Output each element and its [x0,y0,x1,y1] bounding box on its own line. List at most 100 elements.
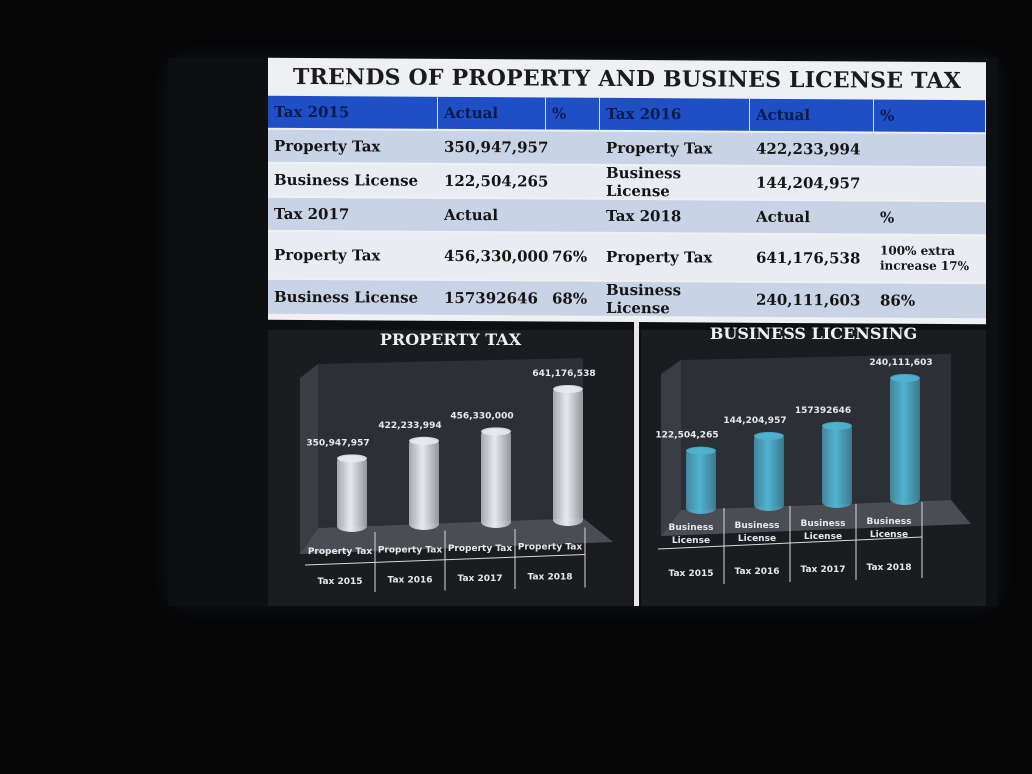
table-cell: Actual [756,207,811,227]
bar-cap [553,385,583,393]
table-row: Business License 157392646 68% Business … [268,279,986,319]
data-label: 157392646 [795,406,851,416]
category-label-top: Business [735,521,780,531]
bar [409,437,439,530]
category-row-divider [304,554,586,566]
bar-cap [686,446,716,455]
table-row: Business License 122,504,265 Business Li… [268,163,986,201]
table-cell: 86% [880,291,916,310]
category-label-top: Property Tax [378,546,443,556]
table-cell: Property Tax [606,247,713,267]
bar-cap [481,427,511,436]
chart-floor [300,518,613,554]
tax-table: TRENDS OF PROPERTY AND BUSINES LICENSE T… [268,57,986,325]
table-cell [874,134,986,167]
category-row-divider [657,536,923,550]
bar [337,455,367,532]
category-label: Tax 2017 [800,565,845,575]
presentation-screen: TRENDS OF PROPERTY AND BUSINES LICENSE T… [168,57,998,606]
category-label-top: Property Tax [308,547,373,557]
table-cell: Business License [274,170,419,190]
table-cell: Tax 2018 [606,206,682,226]
table-cell: Tax 2017 [274,204,350,224]
table-cell: Business License [606,280,682,318]
chart-floor [661,500,971,536]
table-cell: 456,330,000 [444,246,549,266]
chart-back-wall [318,358,583,528]
data-label: 122,504,265 [655,431,718,441]
header-cell: Tax 2015 [268,95,438,129]
data-label: 144,204,957 [723,416,786,426]
category-label: Tax 2016 [734,567,779,577]
category-label: Tax 2015 [317,577,362,587]
table-cell: Business License [606,163,682,201]
table-cell: 68% [552,289,588,308]
header-cell: Actual [750,98,874,132]
table-cell [874,168,986,201]
category-label-top: Business [867,517,912,527]
category-label: Tax 2015 [668,569,713,579]
table-cell: Property Tax [606,138,713,158]
table-cell: % [880,208,895,227]
table-cell: 350,947,957 [444,137,549,157]
business-licensing-chart: BUSINESS LICENSING 122,504,265 Business Li… [641,324,986,606]
category-label-top: Business [801,519,846,529]
category-label-top: Property Tax [518,543,583,553]
table-cell: 144,204,957 [756,173,861,193]
bar-cap [754,431,784,440]
category-label-top: License [672,536,710,546]
chart-side-wall [300,364,318,554]
table-cell: Property Tax [274,136,381,156]
bar [481,428,511,528]
category-label-top: License [804,532,842,542]
business-licensing-chart-svg: 122,504,265 Business License Tax 2015 144,20… [655,354,971,584]
bar-cap [822,421,852,430]
table-row: Property Tax 456,330,000 76% Property Ta… [268,231,986,283]
table-cell: 157392646 [444,288,538,308]
table-row: Tax 2017 Actual Tax 2018 Actual % [268,197,986,235]
category-label-top: License [738,534,776,544]
data-label: 240,111,603 [869,358,932,368]
header-cell: % [546,97,600,130]
bar-cap [337,454,367,463]
table-cell: 122,504,265 [444,171,549,191]
bar [822,422,852,508]
property-tax-chart-svg: 350,947,957 Property Tax Tax 2015 422,233,9… [300,358,613,592]
category-label: Tax 2017 [457,574,502,584]
table-cell: Property Tax [274,245,381,265]
category-label: Tax 2018 [866,563,911,573]
table-cell: Business License [274,287,419,307]
header-cell: % [874,99,986,133]
table-cell: 240,111,603 [756,290,861,310]
table-cell: 641,176,538 [756,248,861,268]
data-label: 456,330,000 [450,411,513,421]
bar [754,432,784,511]
panel-divider [634,320,639,606]
chart-back-wall [681,354,951,510]
table-cell: 76% [552,247,588,266]
bar [686,447,716,514]
table-cell: Actual [444,205,499,225]
chart-title: PROPERTY TAX [379,330,522,349]
table-cell [546,200,600,232]
bar [553,386,583,526]
data-label: 422,233,994 [378,421,441,431]
table-cell: 100% extra increase 17% [880,243,969,274]
data-label: 641,176,538 [532,369,595,379]
bar-cap [409,436,439,445]
chart-title: BUSINESS LICENSING [709,324,918,343]
property-tax-chart: PROPERTY TAX 350,947,957 Property Tax Tax … [268,330,633,606]
category-label: Tax 2018 [527,573,572,583]
category-label-top: Property Tax [448,544,513,554]
category-label: Tax 2016 [387,576,432,586]
data-label: 350,947,957 [306,438,369,448]
chart-side-wall [661,360,681,536]
header-cell: Tax 2016 [600,97,750,131]
table-cell [546,166,600,198]
category-label-top: Business [669,523,714,533]
category-label-top: License [870,530,908,540]
table-header-row: Tax 2015 Actual % Tax 2016 Actual % [268,95,986,133]
table-cell [546,132,600,164]
table-title: TRENDS OF PROPERTY AND BUSINES LICENSE T… [292,63,961,95]
table-row: Property Tax 350,947,957 Property Tax 42… [268,129,986,167]
